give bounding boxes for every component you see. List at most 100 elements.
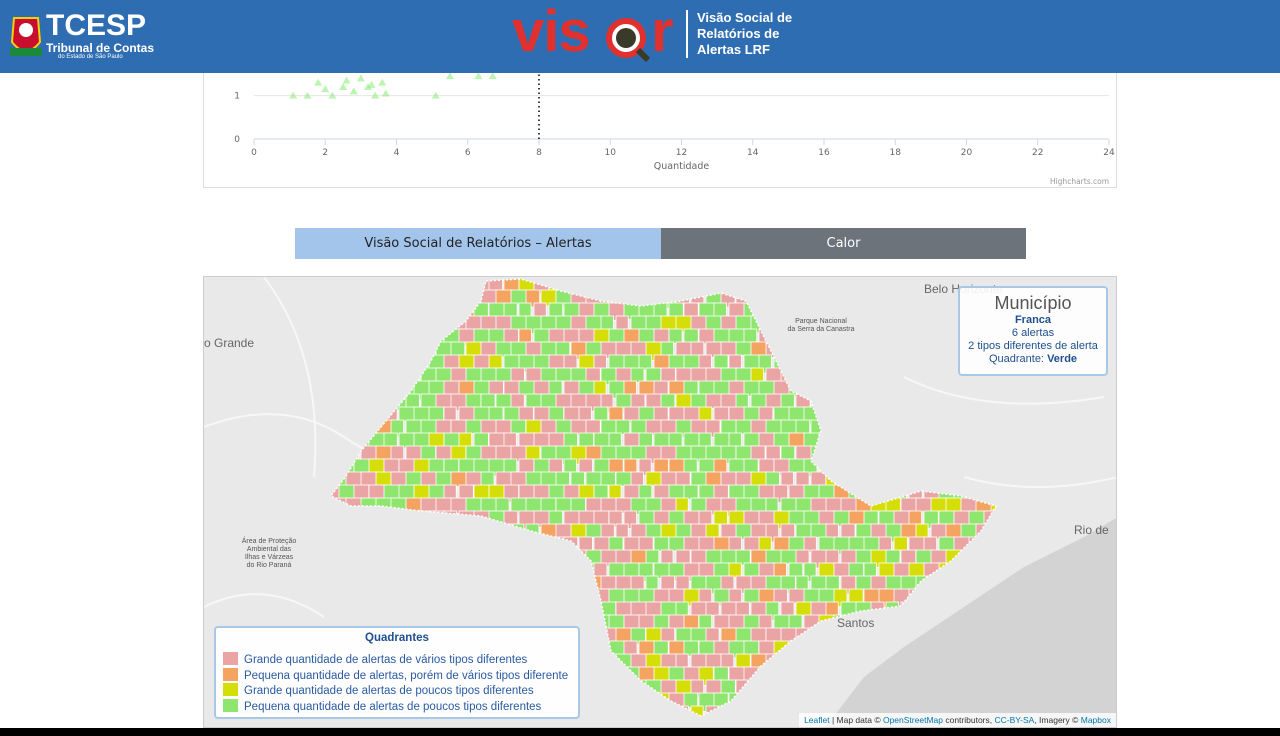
municipality[interactable] — [578, 640, 594, 655]
municipality[interactable] — [938, 588, 961, 609]
municipality[interactable] — [503, 406, 521, 422]
municipality[interactable] — [735, 653, 751, 668]
municipality[interactable] — [795, 367, 814, 385]
municipality[interactable] — [383, 302, 399, 322]
municipality[interactable] — [930, 471, 946, 491]
municipality[interactable] — [398, 510, 416, 529]
municipality[interactable] — [833, 640, 848, 658]
municipality[interactable] — [885, 393, 900, 412]
municipality[interactable] — [788, 432, 806, 448]
municipality[interactable] — [316, 471, 335, 489]
municipality[interactable] — [968, 536, 985, 551]
municipality[interactable] — [758, 692, 775, 708]
municipality[interactable] — [443, 536, 462, 555]
municipality[interactable] — [945, 575, 962, 592]
municipality[interactable] — [953, 432, 968, 448]
municipality[interactable] — [870, 289, 884, 304]
municipality[interactable] — [324, 328, 342, 344]
municipality[interactable] — [383, 380, 402, 399]
municipality[interactable] — [480, 315, 498, 332]
municipality[interactable] — [728, 380, 747, 396]
municipality[interactable] — [915, 575, 939, 593]
municipality[interactable] — [833, 277, 849, 291]
municipality[interactable] — [398, 588, 416, 604]
municipality[interactable] — [465, 523, 488, 544]
municipality[interactable] — [316, 498, 330, 517]
municipality[interactable] — [945, 471, 961, 492]
municipality[interactable] — [705, 705, 720, 725]
municipality[interactable] — [675, 289, 690, 304]
municipality[interactable] — [324, 277, 346, 293]
municipality[interactable] — [945, 419, 965, 434]
municipality[interactable] — [331, 289, 353, 304]
municipality[interactable] — [383, 328, 402, 347]
municipality[interactable] — [870, 315, 887, 332]
municipality[interactable] — [983, 432, 998, 447]
municipality[interactable] — [600, 679, 618, 695]
municipality[interactable] — [420, 523, 443, 542]
municipality[interactable] — [968, 458, 982, 475]
municipality[interactable] — [428, 302, 451, 320]
municipality[interactable] — [803, 277, 826, 296]
municipality[interactable] — [548, 354, 566, 369]
municipality[interactable] — [900, 419, 922, 438]
municipality[interactable] — [540, 445, 559, 461]
municipality[interactable] — [316, 601, 334, 620]
municipality[interactable] — [825, 627, 845, 645]
municipality[interactable] — [750, 705, 773, 724]
municipality[interactable] — [450, 523, 472, 541]
municipality[interactable] — [383, 536, 402, 551]
municipality[interactable] — [848, 458, 869, 475]
municipality[interactable] — [368, 277, 389, 295]
municipality[interactable] — [735, 549, 751, 566]
municipality[interactable] — [353, 328, 374, 346]
municipality[interactable] — [968, 562, 983, 578]
municipality[interactable] — [735, 679, 757, 696]
municipality[interactable] — [983, 380, 998, 400]
municipality[interactable] — [585, 679, 601, 695]
municipality[interactable] — [495, 419, 514, 435]
municipality[interactable] — [938, 354, 956, 373]
municipality[interactable] — [398, 562, 414, 577]
municipality[interactable] — [413, 302, 434, 320]
municipality[interactable] — [758, 302, 780, 319]
municipality[interactable] — [338, 302, 355, 317]
municipality[interactable] — [360, 549, 384, 570]
municipality[interactable] — [825, 445, 847, 465]
municipality[interactable] — [450, 289, 474, 310]
municipality[interactable] — [638, 692, 653, 711]
municipality[interactable] — [465, 549, 482, 569]
municipality[interactable] — [331, 523, 348, 539]
municipality[interactable] — [999, 537, 1019, 555]
municipality[interactable] — [525, 419, 544, 436]
municipality[interactable] — [945, 341, 959, 357]
municipality[interactable] — [420, 575, 435, 596]
municipality[interactable] — [600, 575, 617, 590]
municipality[interactable] — [758, 458, 775, 473]
municipality[interactable] — [870, 393, 887, 414]
municipality[interactable] — [690, 315, 709, 331]
municipality[interactable] — [983, 406, 1000, 421]
municipality[interactable] — [885, 445, 906, 460]
municipality[interactable] — [548, 406, 565, 423]
municipality[interactable] — [375, 523, 393, 542]
link[interactable]: Mapbox — [1080, 715, 1111, 725]
municipality[interactable] — [870, 445, 889, 461]
municipality[interactable] — [368, 354, 389, 374]
municipality[interactable] — [353, 354, 371, 374]
municipality[interactable] — [765, 653, 784, 671]
municipality[interactable] — [878, 277, 901, 292]
municipality[interactable] — [578, 458, 593, 474]
municipality[interactable] — [893, 432, 915, 452]
municipality[interactable] — [923, 354, 938, 372]
municipality[interactable] — [420, 601, 438, 617]
municipality[interactable] — [765, 549, 783, 566]
municipality[interactable] — [983, 562, 1003, 580]
municipality[interactable] — [316, 575, 332, 595]
municipality[interactable] — [720, 653, 735, 669]
municipality[interactable] — [885, 601, 900, 620]
municipality[interactable] — [600, 705, 619, 724]
municipality[interactable] — [795, 601, 812, 616]
municipality[interactable] — [353, 277, 374, 295]
municipality[interactable] — [705, 679, 723, 696]
